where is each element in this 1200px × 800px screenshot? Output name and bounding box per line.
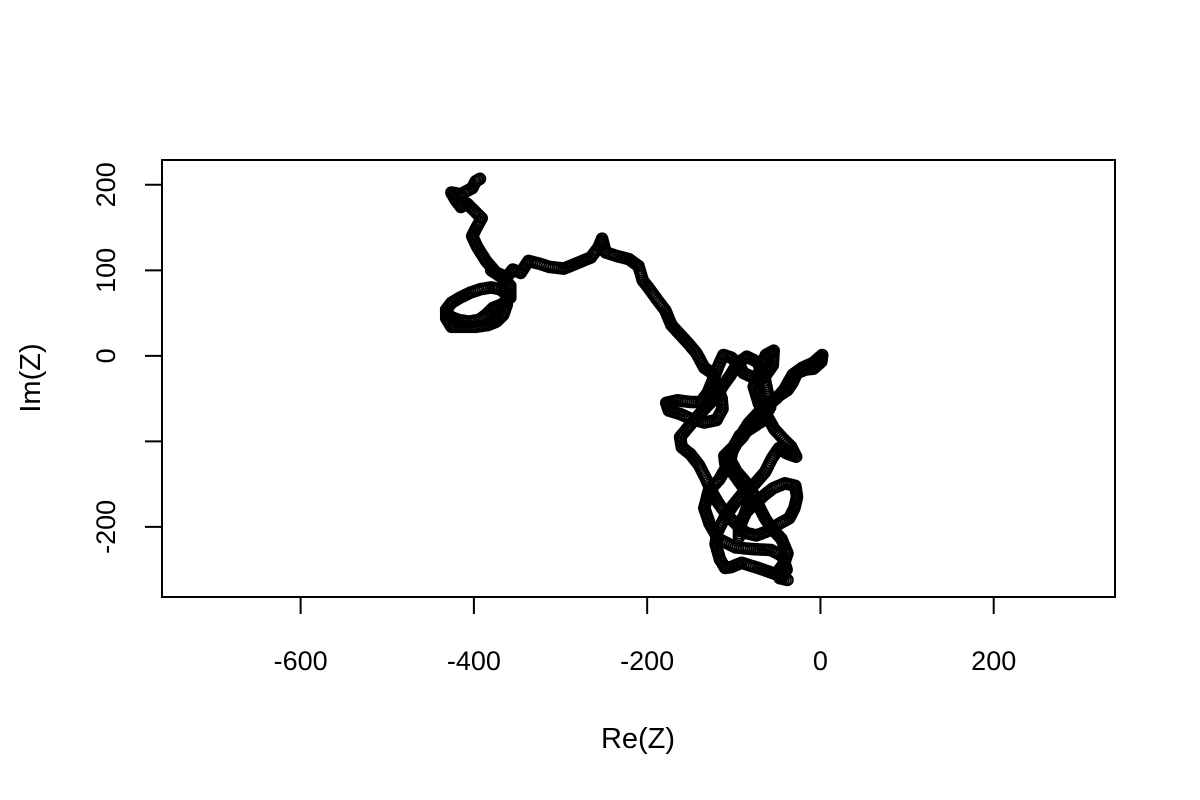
y-tick-label: 100 [91,248,121,293]
plot-frame [161,159,1116,598]
x-axis-ticks: -600 -400 -200 0 200 [274,597,1016,676]
y-tick-label: 200 [91,162,121,207]
data-point [781,573,794,587]
x-tick-label: 0 [813,646,828,676]
y-axis-title: Im(Z) [15,343,47,412]
data-points [439,172,829,587]
x-axis-title: Re(Z) [601,723,675,755]
x-tick-label: -400 [447,646,501,676]
y-axis-ticks: 200 100 0 -200 [91,162,162,554]
data-point [439,303,453,317]
y-tick-label: 0 [91,348,121,363]
x-tick-label: 200 [971,646,1016,676]
x-tick-label: -200 [620,646,674,676]
x-tick-label: -600 [274,646,328,676]
y-tick-label: -200 [91,500,121,554]
